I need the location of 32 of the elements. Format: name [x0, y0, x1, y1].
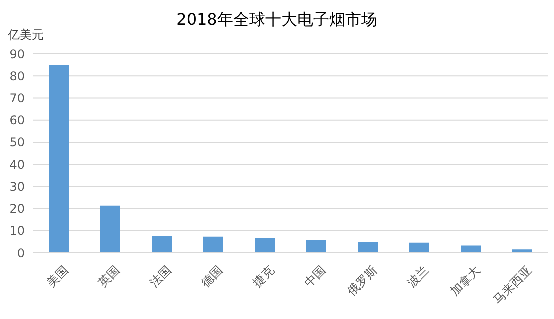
y-tick-label: 0 — [17, 246, 25, 260]
y-tick-label: 50 — [10, 136, 25, 150]
y-tick-label: 90 — [10, 47, 25, 62]
y-tick-label: 30 — [10, 180, 25, 194]
bar — [358, 242, 378, 253]
x-tick-label: 美国 — [44, 263, 72, 290]
bar — [100, 206, 120, 253]
y-tick-label: 20 — [10, 202, 25, 216]
bar — [255, 238, 275, 253]
x-tick-label: 波兰 — [404, 263, 432, 290]
x-tick-label: 马来西亚 — [490, 263, 535, 308]
x-tick-label: 加拿大 — [448, 263, 484, 299]
y-tick-label: 10 — [10, 224, 25, 238]
x-tick-label: 中国 — [302, 263, 329, 290]
y-axis-title: 亿美元 — [8, 27, 44, 44]
x-tick-label: 捷克 — [250, 263, 278, 290]
y-tick-label: 80 — [10, 69, 25, 84]
y-tick-label: 60 — [10, 114, 25, 128]
bar — [512, 250, 532, 253]
bar — [410, 242, 430, 253]
chart-title: 2018年全球十大电子烟市场 — [176, 10, 378, 29]
y-tick-label: 70 — [10, 91, 25, 106]
x-tick-label: 德国 — [198, 263, 226, 290]
x-tick-label: 英国 — [96, 263, 123, 290]
x-tick-label: 法国 — [147, 263, 174, 290]
bar — [49, 65, 69, 253]
bar — [461, 246, 481, 253]
bar — [204, 236, 224, 253]
bar — [152, 236, 172, 253]
y-tick-label: 40 — [10, 158, 25, 172]
x-tick-label: 俄罗斯 — [344, 263, 380, 299]
bar — [306, 240, 326, 253]
